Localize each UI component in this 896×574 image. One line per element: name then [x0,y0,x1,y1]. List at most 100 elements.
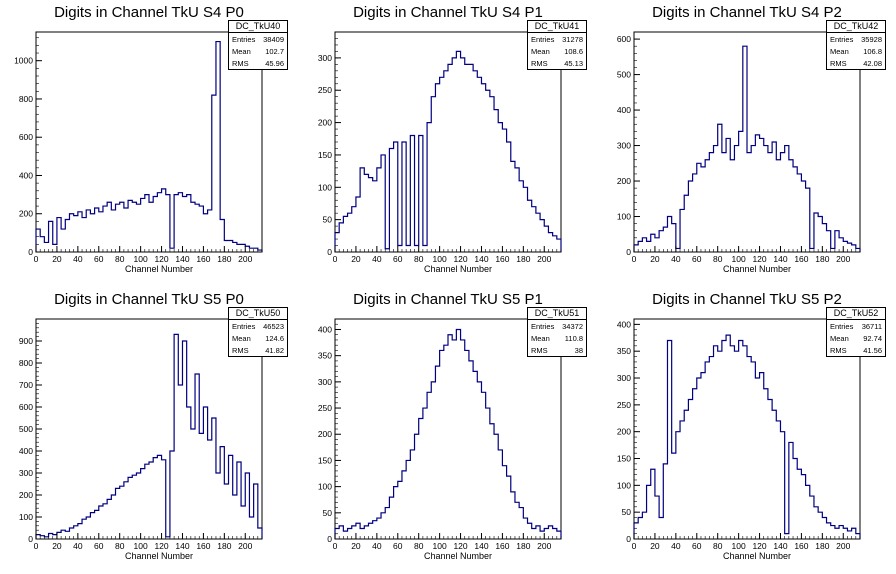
y-tick-label: 0 [626,534,631,544]
y-tick-label: 50 [323,215,333,225]
histogram-bin [440,350,444,539]
histogram-bin [557,531,561,539]
y-tick-label: 300 [617,373,631,383]
x-tick-label: 40 [372,254,382,264]
histogram-bin [120,486,124,539]
histogram-bin [191,202,195,252]
histogram-bin [465,350,469,539]
histogram-bin [663,464,667,539]
stats-value: 46523 [263,322,284,331]
stats-key: Entries [830,35,854,44]
x-tick-label: 120 [752,254,766,264]
histogram-panel: 0 50 100 150 200 250 300 350 400 0 20 40 60 80 100 120 1… [299,287,597,574]
y-tick-label: 600 [19,132,33,142]
histogram-bin [523,518,527,539]
x-tick-label: 0 [632,254,637,264]
histogram-bin [709,153,713,252]
histogram-bin [634,523,638,539]
histogram-bin [116,488,120,539]
histogram-series-line [35,40,263,252]
x-tick-label: 180 [217,254,231,264]
histogram-bin [743,346,747,539]
histogram-bin [481,392,485,539]
stats-key: Mean [531,334,550,343]
x-tick-label: 180 [815,254,829,264]
x-tick-label: 100 [134,254,148,264]
histogram-bin [755,135,759,252]
y-tick-label: 400 [19,170,33,180]
histogram-bin [852,528,856,539]
histogram-bin [199,206,203,252]
x-tick-label: 200 [537,254,551,264]
stats-row: RMS 42.08 [827,57,885,69]
stats-value: 38 [574,346,583,355]
histogram-bin [373,521,377,539]
histogram-bin [822,518,826,539]
histogram-bin [182,341,186,539]
histogram-bin [751,362,755,539]
histogram-bin [793,167,797,252]
histogram-plot: 0 200 400 600 800 1000 0 20 40 60 80 100 120 140 160 18… [14,31,263,264]
histogram-bin [847,243,851,252]
x-tick-label: 80 [414,254,424,264]
stats-value: 92.74 [863,334,882,343]
x-tick-label: 180 [217,541,231,551]
histogram-bin [672,224,676,252]
histogram-bin [49,221,53,252]
x-tick-label: 80 [713,254,723,264]
histogram-bin [53,244,57,252]
y-tick-label: 500 [19,424,33,434]
histogram-bin [540,531,544,539]
stats-value: 41.56 [863,346,882,355]
histogram-bin [511,161,515,252]
x-axis-label: Channel Number [722,551,792,561]
histogram-bin [352,207,356,252]
stats-key: Entries [531,322,555,331]
x-tick-label: 80 [115,254,125,264]
stats-value: 45.13 [564,59,583,68]
histogram-bin [743,46,747,252]
histogram-bin [444,71,448,252]
y-tick-label: 100 [617,212,631,222]
histogram-bin [212,95,216,252]
histogram-bin [237,462,241,539]
histogram-bin [477,77,481,252]
histogram-series-line [633,45,861,252]
y-tick-label: 700 [19,380,33,390]
histogram-bin [642,238,646,252]
histogram-bin [423,246,427,252]
histogram-bin [701,373,705,539]
histogram-bin [57,218,61,252]
histogram-bin [170,451,174,539]
y-tick-label: 500 [617,70,631,80]
histogram-bin [389,148,393,252]
histogram-bin [53,535,57,539]
histogram-bin [532,529,536,539]
x-tick-label: 140 [175,541,189,551]
x-tick-label: 100 [732,254,746,264]
histogram-bin [502,129,506,252]
x-axis-label: Channel Number [423,551,493,561]
histogram-bin [99,212,103,252]
histogram-bin [684,195,688,252]
histogram-bin [233,242,237,252]
x-tick-label: 140 [773,541,787,551]
y-tick-label: 250 [318,403,332,413]
stats-box: DC_TkU52 Entries 36711 Mean 92.74 RMS 41.56 [826,307,886,357]
histogram-bin [818,217,822,252]
x-tick-label: 100 [433,541,447,551]
histogram-bin [659,231,663,252]
histogram-bin [456,329,460,539]
histogram-bin [498,123,502,252]
histogram-bin [423,408,427,539]
histogram-bin [655,496,659,539]
histogram-bin [124,208,128,252]
x-tick-label: 160 [196,254,210,264]
histogram-bin [801,475,805,539]
histogram-bin [128,477,132,539]
histogram-bin [540,220,544,252]
histogram-bin [145,464,149,539]
x-tick-label: 200 [238,541,252,551]
y-tick-label: 100 [318,182,332,192]
histogram-bin [90,513,94,539]
